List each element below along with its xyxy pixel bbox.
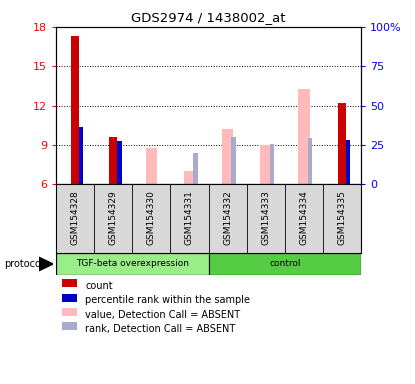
Text: value, Detection Call = ABSENT: value, Detection Call = ABSENT [85,310,240,320]
Bar [338,103,346,184]
Bar [346,140,350,184]
Text: GSM154331: GSM154331 [185,190,194,245]
Text: GSM154329: GSM154329 [109,190,118,245]
Text: GSM154332: GSM154332 [223,190,232,245]
Text: GSM154328: GSM154328 [71,190,80,245]
Text: control: control [269,260,300,268]
Text: TGF-beta overexpression: TGF-beta overexpression [76,260,189,268]
Bar [184,171,195,184]
Bar [209,253,361,275]
Bar [193,153,198,184]
Bar [270,144,274,184]
Bar [62,323,77,330]
Bar [222,129,233,184]
Polygon shape [39,257,53,271]
Bar [146,147,157,184]
Title: GDS2974 / 1438002_at: GDS2974 / 1438002_at [131,11,286,24]
Bar [62,308,77,316]
Bar [71,36,79,184]
Text: GSM154333: GSM154333 [261,190,270,245]
Bar [62,294,77,301]
Text: rank, Detection Call = ABSENT: rank, Detection Call = ABSENT [85,324,235,334]
Text: percentile rank within the sample: percentile rank within the sample [85,295,250,305]
Bar [56,253,209,275]
Bar [109,137,117,184]
Bar [308,138,312,184]
Bar [232,137,236,184]
Bar [298,89,310,184]
Text: protocol: protocol [4,259,44,269]
Text: count: count [85,281,112,291]
Bar [79,127,83,184]
Text: GSM154334: GSM154334 [299,190,308,245]
Text: GSM154335: GSM154335 [337,190,347,245]
Text: GSM154330: GSM154330 [147,190,156,245]
Bar [260,145,271,184]
Bar [117,141,122,184]
Bar [62,279,77,287]
